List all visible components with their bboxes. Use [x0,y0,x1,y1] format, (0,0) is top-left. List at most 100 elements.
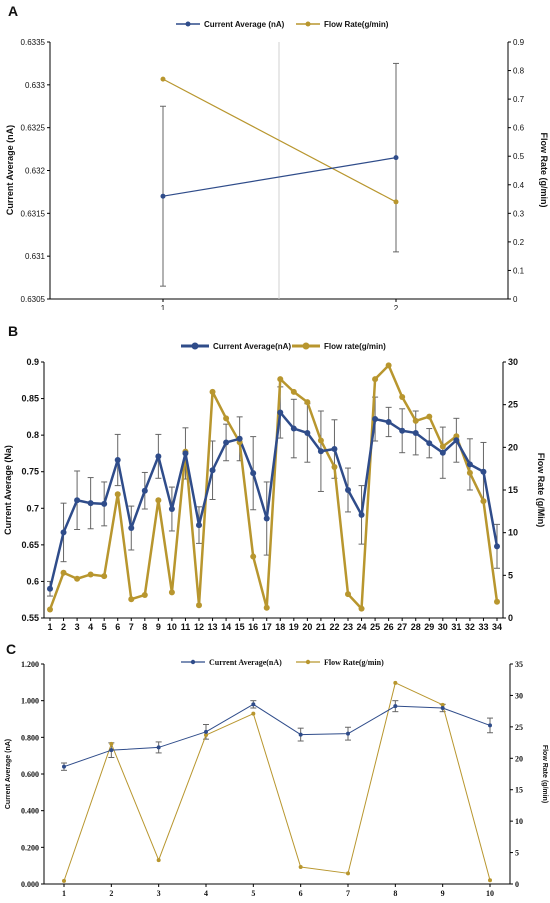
x-tick-label: 28 [411,622,421,630]
x-tick-label: 18 [275,622,285,630]
x-tick-label: 11 [181,622,191,630]
legend-a-flow: Flow Rate(g/min) [324,20,389,29]
x-tick-label: 22 [329,622,339,630]
point-current [87,500,94,507]
point-current [223,439,230,446]
legend-b-current: Current Average(nA) [213,342,291,351]
legend-b: Current Average(nA) Flow rate(g/min) [181,342,386,351]
point-flow [160,76,166,82]
x-tick-label: 5 [102,622,107,630]
x-tick-label: 8 [393,889,397,898]
point-flow [440,702,445,707]
y2-tick-label: 0 [508,613,513,623]
point-flow [223,415,230,422]
x-tick-label: 3 [75,622,80,630]
point-flow [47,606,53,613]
y2-tick-label: 0.2 [513,238,525,247]
point-current [304,429,311,436]
panel-label-c: C [6,641,16,657]
y-tick-label: 0.75 [21,467,39,477]
point-flow [345,591,351,598]
point-current [156,745,161,750]
point-current [317,448,324,455]
point-current [372,416,379,423]
y2-tick-label: 5 [508,570,513,580]
point-current [114,457,121,464]
y2-tick-label: 0.1 [513,266,525,275]
y2-tick-label: 0.8 [513,67,525,76]
y-tick-label: 0.632 [25,167,46,176]
point-flow [101,573,108,580]
chart-b: B Current Average(nA) Flow rate(g/min) C… [3,323,546,630]
point-flow [128,596,135,603]
point-flow [393,680,398,685]
point-flow [87,571,94,578]
point-flow [204,733,208,738]
point-current [290,425,297,432]
point-flow [480,498,487,505]
x-tick-label: 33 [478,622,488,630]
point-current [250,470,257,477]
point-current [453,437,460,444]
legend-c-current: Current Average(nA) [209,658,282,667]
y2-tick-label: 0 [515,880,519,889]
point-current [480,468,487,475]
point-current [399,427,406,434]
ylabel-a: Current Average (nA) [5,125,15,215]
point-flow [304,399,311,406]
point-current [393,155,399,161]
x-tick-label: 2 [394,304,399,310]
point-current [155,453,162,460]
y-tick-label: 0.200 [21,843,39,852]
x-tick-label: 20 [302,622,312,630]
point-flow [385,362,392,369]
y2-tick-label: 15 [515,786,523,795]
y-tick-label: 0.633 [25,81,46,90]
point-current [62,764,66,769]
point-current [109,748,114,753]
point-current [412,429,419,436]
point-current [168,506,175,513]
x-tick-label: 27 [397,622,407,630]
x-tick-label: 2 [61,622,66,630]
series-line-current [63,703,491,768]
x-tick-label: 8 [142,622,147,630]
y2label-a: Flow Rate (g/min) [539,133,549,208]
point-flow [141,591,148,598]
legend-a-current: Current Average (nA) [204,20,285,29]
x-tick-label: 2 [109,889,113,898]
point-flow [488,878,492,883]
legend-c: Current Average(nA) Flow Rate(g/min) [181,658,384,667]
x-tick-label: 6 [115,622,120,630]
y2label-b: Flow Rate (g/Min) [536,453,546,528]
x-tick-label: 23 [343,622,353,630]
point-current [466,461,473,468]
point-current [345,487,351,493]
point-current [209,467,216,474]
point-flow [372,376,379,383]
x-tick-label: 13 [208,622,218,630]
legend-c-flow: Flow Rate(g/min) [324,658,384,667]
x-tick-label: 34 [492,622,502,630]
y2-tick-label: 0.3 [513,209,525,218]
panel-label-a: A [8,3,18,19]
y2-tick-label: 35 [515,660,523,669]
point-flow [62,878,66,883]
y2-tick-label: 10 [515,817,523,826]
point-current [182,450,189,457]
y-tick-label: 0.7 [26,503,39,513]
point-flow [412,417,419,424]
y-tick-label: 0.9 [26,357,39,367]
y2-tick-label: 0.9 [513,38,525,47]
x-tick-label: 1 [161,304,166,310]
point-current [346,731,350,736]
y-tick-label: 1.200 [21,660,39,669]
point-flow [196,602,202,609]
y2-tick-label: 20 [508,442,518,452]
point-current [47,585,53,592]
point-current [196,522,202,529]
point-flow [156,858,161,863]
point-current [494,543,500,550]
point-current [439,449,446,456]
point-current [358,511,365,518]
